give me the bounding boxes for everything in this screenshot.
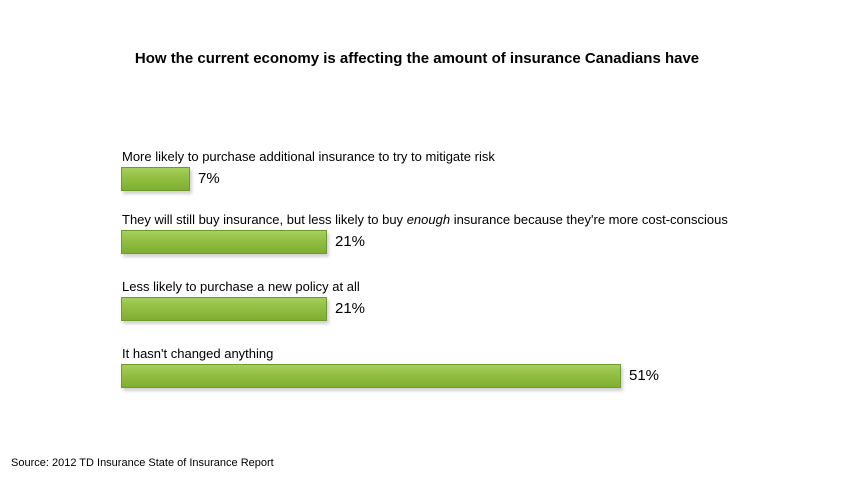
category-label: Less likely to purchase a new policy at … xyxy=(122,279,360,294)
value-label: 51% xyxy=(629,367,660,384)
category-label-emphasis: enough xyxy=(406,212,451,227)
bar xyxy=(121,364,621,388)
bar xyxy=(121,297,327,321)
bar-row: Less likely to purchase a new policy at … xyxy=(0,279,864,329)
category-label: It hasn't changed anything xyxy=(122,346,274,361)
value-label: 21% xyxy=(335,300,366,317)
chart-title: How the current economy is affecting the… xyxy=(134,50,700,67)
value-label: 21% xyxy=(335,233,366,250)
bar xyxy=(121,167,190,191)
bar-row: It hasn't changed anything 51% xyxy=(0,346,864,396)
category-label: They will still buy insurance, but less … xyxy=(122,212,728,227)
bar-row: They will still buy insurance, but less … xyxy=(0,212,864,262)
bar-row: More likely to purchase additional insur… xyxy=(0,149,864,199)
source-note: Source: 2012 TD Insurance State of Insur… xyxy=(11,457,274,469)
value-label: 7% xyxy=(198,170,220,187)
bar xyxy=(121,230,327,254)
category-label: More likely to purchase additional insur… xyxy=(122,149,495,164)
